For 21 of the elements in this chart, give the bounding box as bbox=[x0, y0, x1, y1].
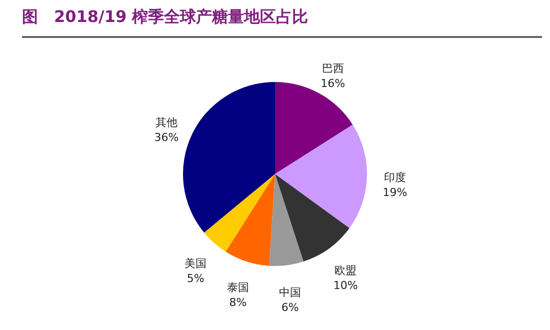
data-label: 8% bbox=[229, 296, 247, 310]
pie-slice bbox=[275, 124, 367, 228]
slice-label: 巴西 bbox=[322, 62, 344, 75]
data-label: 5% bbox=[186, 272, 204, 286]
data-label: 36% bbox=[154, 130, 179, 144]
data-label: 16% bbox=[320, 76, 346, 90]
pie-slice bbox=[204, 174, 275, 252]
data-label: 10% bbox=[333, 279, 358, 292]
pie-slice bbox=[183, 82, 275, 233]
slice-label: 其他 bbox=[155, 116, 178, 129]
slice-label: 泰国 bbox=[226, 281, 249, 294]
pie-slice bbox=[275, 174, 350, 262]
data-label: 19% bbox=[382, 186, 408, 199]
slice-label: 中国 bbox=[279, 286, 302, 300]
pie-slice bbox=[226, 174, 275, 266]
data-label: 6% bbox=[281, 301, 299, 314]
slice-label: 印度 bbox=[384, 170, 406, 184]
slice-label: 美国 bbox=[184, 257, 207, 270]
slice-label: 欧盟 bbox=[334, 264, 357, 278]
pie-slice bbox=[269, 174, 304, 266]
chart-title: 图 2018/19 榨季全球产糖量地区占比 bbox=[22, 0, 542, 38]
